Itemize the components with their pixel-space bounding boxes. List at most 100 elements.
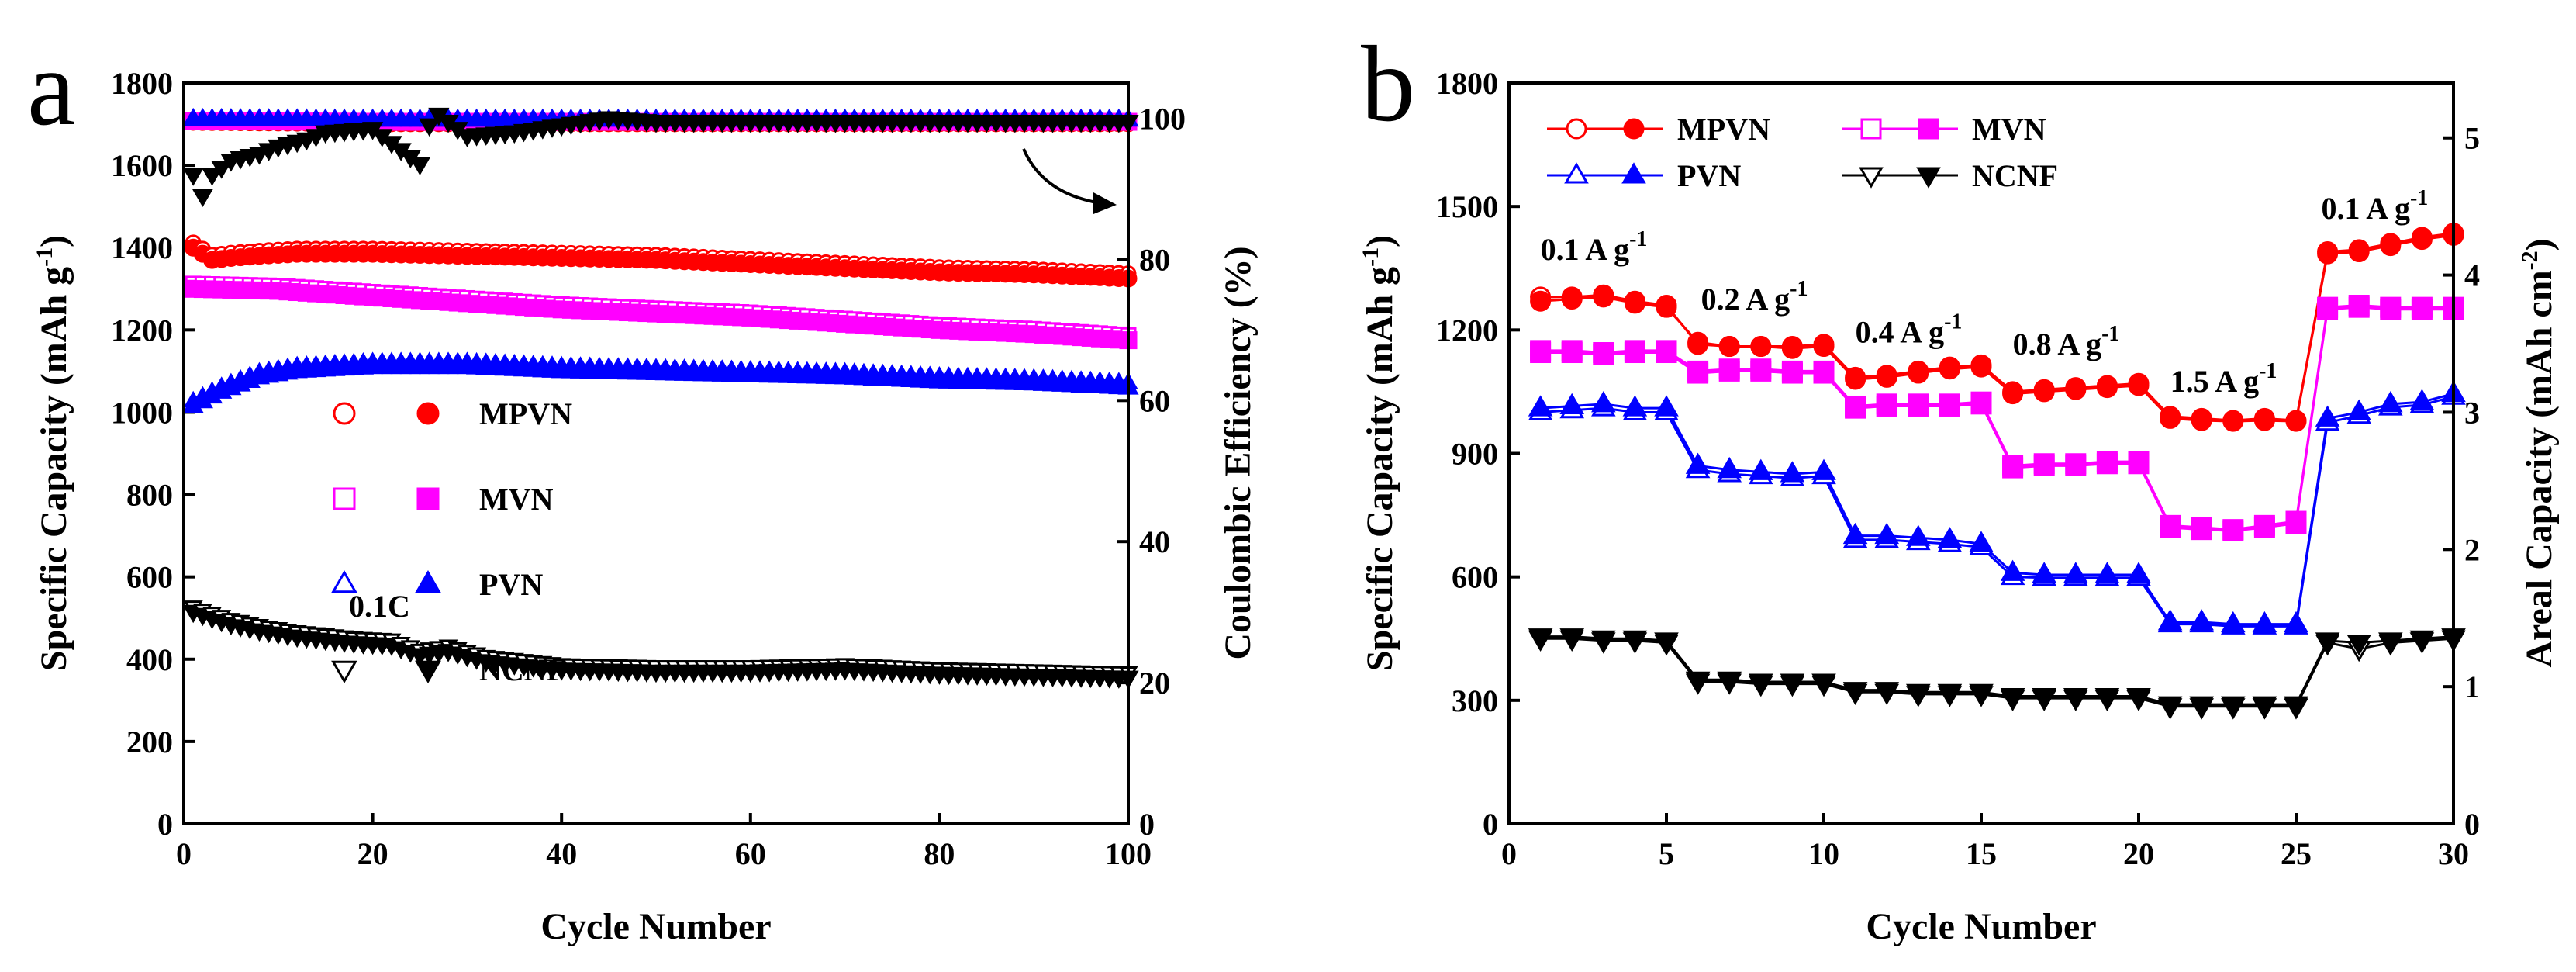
panel-b-pvn-capacity-marker — [1654, 395, 1679, 417]
panel-b-pvn-capacity-marker — [2189, 609, 2215, 631]
panel-b-mvn-capacity-marker — [2285, 510, 2307, 532]
panel-a-legend-mvn-marker — [416, 487, 440, 510]
panel-b-mvn-capacity-marker — [2411, 296, 2433, 318]
panel-b-pvn-capacity-marker — [2409, 389, 2435, 410]
panel-b-mpvn-capacity-marker — [2160, 406, 2181, 427]
panel-b-pvn-capacity-marker — [2315, 405, 2340, 427]
panel-b-mpvn-capacity-marker — [1939, 356, 1960, 378]
panel-a-y-tick-label: 1600 — [111, 148, 173, 183]
panel-b-legend-ncnf-open-marker — [1859, 167, 1884, 189]
panel-a-ncnf-efficiency-marker — [201, 168, 223, 186]
panel-b-ncnf-capacity-marker — [2189, 696, 2215, 718]
panel-b-ncnf-capacity-marker — [2157, 696, 2183, 718]
panel-b-legend: MPVN MVN PVN NCNF — [1547, 112, 2058, 193]
panel-a-y2-tick-label: 60 — [1139, 383, 1170, 418]
panel-a-y-tick-label: 400 — [126, 642, 173, 677]
panel-b-mpvn-capacity-marker — [1718, 336, 1740, 358]
panel-b-rate-label: 0.1 A g-1 — [1541, 227, 1648, 267]
panel-a-x-tick-label: 100 — [1105, 836, 1152, 871]
panel-b-mpvn-capacity-marker — [1624, 292, 1645, 314]
panel-b-rate-labels: 0.1 A g-10.2 A g-10.4 A g-10.8 A g-11.5 … — [1541, 186, 2429, 399]
panel-b-y2-tick-label: 0 — [2464, 807, 2480, 842]
panel-b-mpvn-capacity-marker — [1656, 296, 1677, 318]
panel-b: 0 5 10 15 20 25 300300600900120015001800012345… — [1358, 66, 2560, 947]
panel-b-pvn-capacity-marker — [2157, 609, 2183, 631]
panel-b-mpvn-areal-line — [1540, 233, 2454, 423]
panel-b-pvn-capacity-marker — [2252, 611, 2277, 633]
panel-b-ncnf-capacity-marker — [1528, 628, 1553, 650]
panel-b-rate-label-sup: -1 — [1944, 310, 1962, 334]
panel-b-mpvn-capacity-marker — [2285, 410, 2307, 431]
panel-b-rate-label-sup: -1 — [1790, 277, 1808, 301]
panel-a-y-axis-title: Specific Capacity (mAh g-1) — [32, 235, 74, 671]
panel-b-y2-tick-label: 5 — [2464, 121, 2480, 156]
panel-a-legend: MPVN MVN PVN NCNF — [331, 396, 572, 687]
panel-b-ncnf-capacity-marker — [1780, 673, 1805, 695]
panel-a-legend-ncnf-marker — [415, 660, 441, 683]
panel-b-pvn-capacity-marker — [1528, 395, 1553, 417]
panel-b-ncnf-capacity-marker — [1905, 683, 1931, 706]
panel-b-ncnf-capacity-marker — [1590, 630, 1616, 652]
panel-b-legend-mvn-label: MVN — [1972, 112, 2046, 147]
panel-b-legend-mpvn-marker — [1623, 118, 1645, 140]
panel-b-legend-mvn-marker — [1918, 118, 1939, 140]
panel-b-ncnf-capacity-marker — [2284, 696, 2308, 718]
panel-a-y2-tick-label: 40 — [1139, 524, 1170, 559]
panel-b-mvn-capacity-marker — [1561, 340, 1583, 361]
panel-b-ncnf-capacity-marker — [2315, 632, 2340, 654]
panel-a-legend-ncnf-label: NCNF — [479, 652, 565, 687]
panel-b-legend-mvn-open-marker — [1860, 118, 1882, 140]
panel-b-ncnf-capacity-marker — [2000, 688, 2025, 710]
panel-b-ncnf-capacity-marker — [2377, 632, 2403, 654]
panel-a-legend-mvn-open-marker — [333, 487, 356, 510]
panel-b-ncnf-capacity-marker — [1811, 673, 1836, 695]
panel-b-ncnf-capacity-marker — [2094, 688, 2120, 710]
panel-b-rate-label-text: 0.2 A g — [1701, 282, 1790, 317]
panel-b-mpvn-capacity-marker — [2380, 233, 2402, 254]
panel-b-ncnf-capacity-marker — [1622, 630, 1648, 652]
panel-b-y-tick-label: 900 — [1452, 437, 1498, 472]
panel-b-y2-axis-title: Areal Capacity (mAh cm-2) — [2517, 238, 2560, 667]
panel-a-y2-tick-label: 80 — [1139, 242, 1170, 277]
panel-b-mpvn-capacity-marker — [1845, 366, 1866, 388]
panel-b-rate-label-sup: -1 — [1629, 227, 1647, 251]
panel-b-mpvn-capacity-marker — [1750, 336, 1772, 358]
panel-b-ncnf-capacity-marker — [2220, 696, 2246, 718]
panel-b-rate-label-sup: -1 — [2410, 186, 2428, 210]
panel-b-mpvn-capacity-marker — [2033, 379, 2055, 400]
panel-b-ncnf-areal-line — [1540, 637, 2454, 708]
panel-b-rate-label-sup: -1 — [2101, 322, 2119, 346]
panel-b-pvn-capacity-marker — [1969, 531, 1994, 552]
panel-b-legend-pvn-open-marker — [1564, 162, 1589, 184]
panel-b-ncnf-capacity-marker — [2126, 688, 2151, 710]
panel-b-mpvn-capacity-marker — [1530, 290, 1552, 312]
panel-b-mpvn-capacity-marker — [2065, 377, 2087, 399]
panel-b-mpvn-capacity-marker — [1781, 336, 1803, 358]
panel-b-pvn-areal-line — [1540, 395, 2454, 628]
panel-a-ncnf-efficiency-marker — [192, 189, 213, 208]
panel-b-rate-label: 0.4 A g-1 — [1856, 310, 1963, 349]
panel-b-pvn-capacity-marker — [1748, 458, 1773, 480]
panel-a-y-tick-label: 200 — [126, 725, 173, 759]
panel-b-pvn-capacity-marker — [1937, 527, 1963, 548]
panel-a-y2-tick-label: 20 — [1139, 666, 1170, 700]
panel-b-mpvn-capacity-marker — [1813, 334, 1835, 355]
panel-b-y-tick-label: 1500 — [1436, 189, 1498, 224]
panel-b-y-axis-title: Specific Capacity (mAh g-1) — [1358, 235, 1400, 671]
panel-a-ticks: 0 20 40 60 80 1000200400600800100012001400160… — [111, 66, 1186, 871]
panel-b-legend-pvn-marker — [1621, 162, 1646, 184]
panel-b-pvn-capacity-line — [1540, 393, 2454, 626]
panel-a-y-tick-label: 0 — [157, 807, 173, 842]
panel-b-mvn-capacity-marker — [1845, 395, 1866, 417]
panel-b-x-tick-label: 25 — [2281, 836, 2312, 871]
panel-b-pvn-capacity-marker — [1685, 452, 1711, 474]
panel-b-mvn-capacity-marker — [1593, 342, 1614, 364]
panel-b-pvn-capacity-marker — [2284, 611, 2308, 633]
panel-a-legend-ncnf-open-marker — [331, 660, 357, 683]
panel-b-mvn-capacity-marker — [1970, 391, 1992, 413]
panel-b-mpvn-capacity-marker — [2128, 372, 2150, 394]
panel-b-y2-tick-label: 2 — [2464, 532, 2480, 567]
panel-a-ncnf-efficiency-marker — [211, 161, 233, 179]
panel-a-y2-axis-title: Coulombic Efficiency (%) — [1217, 246, 1259, 659]
